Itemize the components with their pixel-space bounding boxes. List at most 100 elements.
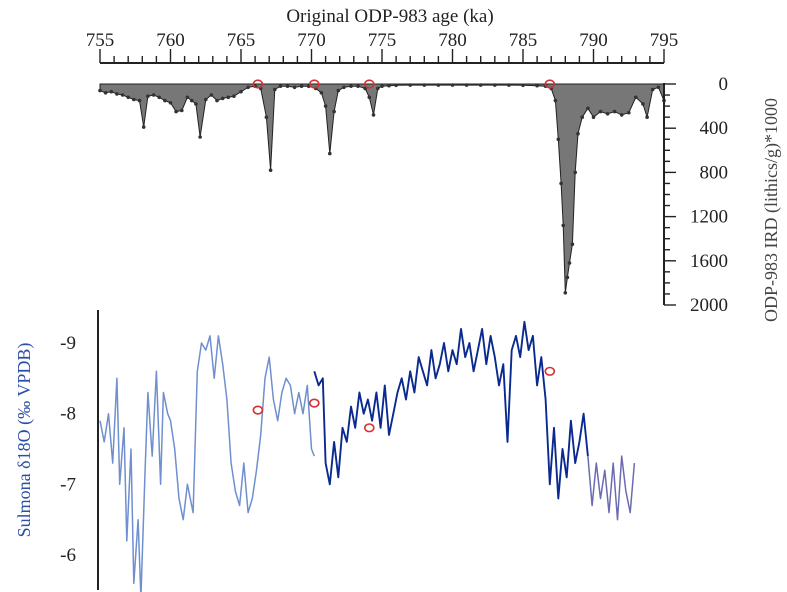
ird-point [349,84,353,88]
ird-point [645,115,649,119]
ird-point [299,84,304,88]
o18-series-light [99,335,315,592]
ird-point [198,135,202,139]
ird-x-tick-labels: 755 760 765 770 775 780 785 790 795 [86,30,679,51]
ird-point [422,83,427,87]
ird-point [180,108,184,113]
o18-y-tick-label: -9 [60,333,76,354]
ird-point [507,83,511,87]
ird-point [591,115,596,119]
ird-point [264,115,269,119]
ird-point [371,113,376,117]
ird-point [220,96,225,101]
o18-y-tick-label: -7 [60,474,76,495]
ird-point [336,88,341,93]
ird-point [132,97,136,102]
ird-point [598,109,603,114]
ird-point [141,125,146,129]
ird-point [163,98,167,103]
ird-x-tick-label: 765 [227,30,256,51]
ird-point [380,84,384,88]
tie-point-markers [252,79,556,433]
ird-point [204,97,208,102]
ird-tie-point [252,79,264,89]
o18-y-tick-label: -8 [60,404,76,425]
ird-tie-point [544,79,556,89]
o18-tie-point [544,366,556,376]
ird-point [356,84,360,88]
ird-x-tick-label: 760 [156,30,185,51]
ird-point [556,137,561,142]
o18-series-late [587,455,636,521]
o18-y-axis-title-text: Sulmona δ18O (‰ VPDB) [14,343,35,538]
ird-y-tick-label: 2000 [690,295,728,316]
ird-point [561,223,565,228]
ird-x-tick-label: 795 [650,30,679,51]
o18-tie-point [252,405,264,415]
ird-point [576,131,580,136]
ird-point [619,113,624,117]
ird-point [436,83,441,87]
ird-point [268,168,273,172]
ird-point [185,95,190,100]
ird-point [278,84,283,88]
ird-x-axis-title: Original ODP-983 age (ka) [286,6,493,27]
ird-point [146,94,150,98]
ird-point [209,93,214,97]
o18-panel: -9 -8 -7 -6 Sulmona δ18O (‰ VPDB) [14,310,636,592]
ird-point [215,98,219,103]
ird-point [273,87,277,92]
ird-point [189,98,194,103]
ird-point [535,83,539,88]
ird-point [137,98,142,103]
ird-point [634,95,638,100]
ird-x-tick-label: 785 [509,30,538,51]
ird-y-tick-label: 400 [700,118,729,139]
ird-point [570,242,575,246]
ird-point [559,181,563,186]
ird-x-ticks [99,49,665,63]
ird-point [387,83,391,88]
ird-x-tick-label: 755 [86,30,115,51]
ird-point [239,89,243,94]
ird-point [285,84,290,88]
ird-point [553,98,558,103]
ird-point [232,94,236,98]
ird-point [103,91,108,95]
ird-x-tick-label: 775 [368,30,397,51]
ird-point [174,109,178,114]
ird-point [656,85,661,90]
ird-y-tick-label: 0 [719,74,729,95]
ird-point [98,88,102,93]
ird-point [328,151,332,156]
ird-y-tick-label: 1600 [690,251,728,272]
ird-point [563,291,568,295]
ird-point [226,95,231,100]
o18-tie-point [363,423,375,433]
ird-point [567,261,572,265]
ird-point [650,87,655,92]
ird-point [573,170,577,175]
ird-area-fill [99,83,665,294]
ird-point [580,115,584,119]
ird-points [98,83,666,295]
ird-y-tick-label: 800 [700,162,729,183]
ird-point [394,83,398,88]
ird-point [126,95,130,100]
ird-point [151,93,156,97]
ird-point [342,85,346,90]
ird-point [367,95,372,100]
ird-point [521,83,525,88]
ird-x-tick-label: 770 [297,30,326,51]
ird-point [120,93,125,97]
ird-point [292,85,297,90]
ird-point [612,109,617,114]
ird-point [319,91,324,95]
ird-y-tick-labels: 0 400 800 1200 1600 2000 [690,74,728,316]
ird-point [408,83,413,87]
ird-y-tick-label: 1200 [690,207,728,228]
ird-point [464,83,469,87]
ird-point [627,110,631,115]
ird-point [641,102,645,106]
